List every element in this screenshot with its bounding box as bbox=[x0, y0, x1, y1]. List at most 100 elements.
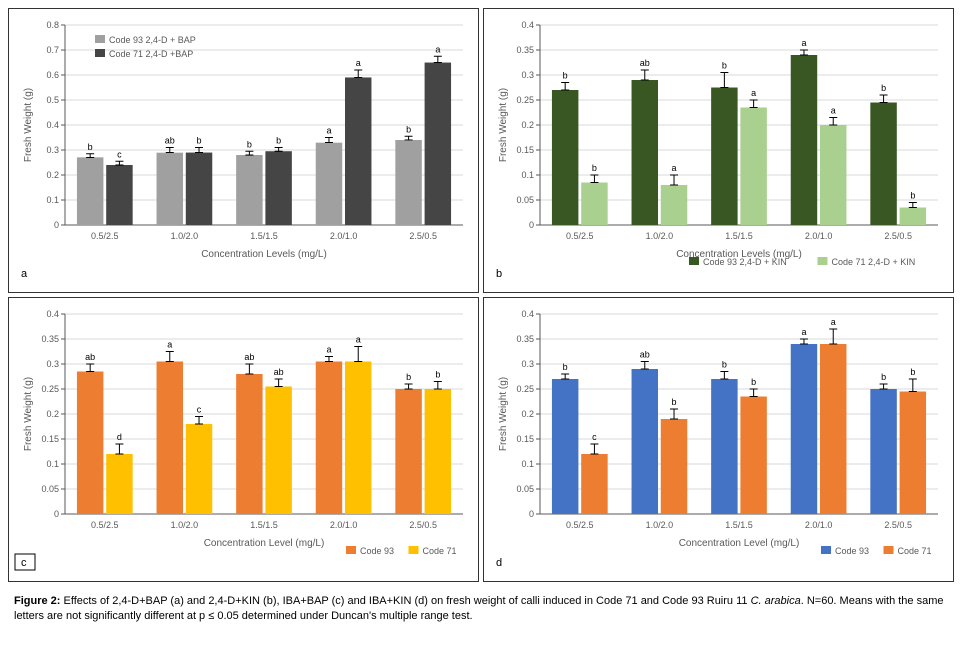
figure-caption: Figure 2: Effects of 2,4-D+BAP (a) and 2… bbox=[8, 590, 954, 629]
caption-label: Figure 2: bbox=[14, 595, 60, 607]
chart-b: 00.050.10.150.20.250.30.350.4bb0.5/2.5ab… bbox=[488, 13, 948, 283]
svg-text:b: b bbox=[496, 268, 502, 280]
svg-text:0.35: 0.35 bbox=[41, 334, 59, 344]
svg-text:0: 0 bbox=[529, 509, 534, 519]
svg-text:b: b bbox=[592, 163, 597, 173]
svg-text:0.25: 0.25 bbox=[516, 384, 534, 394]
svg-text:0.5/2.5: 0.5/2.5 bbox=[91, 520, 119, 530]
svg-text:b: b bbox=[881, 83, 886, 93]
svg-text:b: b bbox=[435, 370, 440, 380]
svg-text:2.5/0.5: 2.5/0.5 bbox=[884, 231, 912, 241]
svg-text:ab: ab bbox=[274, 367, 284, 377]
svg-text:0.25: 0.25 bbox=[516, 95, 534, 105]
svg-text:0.4: 0.4 bbox=[521, 309, 534, 319]
svg-text:0.5/2.5: 0.5/2.5 bbox=[566, 231, 594, 241]
svg-text:b: b bbox=[881, 372, 886, 382]
svg-text:0.2: 0.2 bbox=[521, 409, 534, 419]
svg-text:2.5/0.5: 2.5/0.5 bbox=[409, 231, 437, 241]
svg-text:2.0/1.0: 2.0/1.0 bbox=[330, 231, 358, 241]
svg-text:0.2: 0.2 bbox=[46, 409, 59, 419]
svg-text:b: b bbox=[406, 372, 411, 382]
svg-text:0.15: 0.15 bbox=[516, 145, 534, 155]
svg-text:Concentration Levels (mg/L): Concentration Levels (mg/L) bbox=[201, 249, 327, 260]
svg-text:Concentration Level (mg/L): Concentration Level (mg/L) bbox=[679, 538, 800, 549]
svg-text:1.5/1.5: 1.5/1.5 bbox=[250, 231, 278, 241]
svg-text:0.2: 0.2 bbox=[46, 170, 59, 180]
svg-text:b: b bbox=[563, 71, 568, 81]
svg-text:0.4: 0.4 bbox=[46, 120, 59, 130]
svg-text:0.3: 0.3 bbox=[521, 359, 534, 369]
svg-text:b: b bbox=[910, 191, 915, 201]
caption-italic: C. arabica bbox=[751, 595, 801, 607]
svg-text:Code 71 2,4-D +BAP: Code 71 2,4-D +BAP bbox=[109, 49, 193, 59]
svg-text:ab: ab bbox=[165, 136, 175, 146]
svg-text:a: a bbox=[751, 88, 756, 98]
svg-text:ab: ab bbox=[640, 350, 650, 360]
svg-text:c: c bbox=[197, 405, 202, 415]
svg-text:Fresh Weight (g): Fresh Weight (g) bbox=[23, 377, 34, 451]
svg-text:a: a bbox=[831, 317, 836, 327]
svg-text:1.0/2.0: 1.0/2.0 bbox=[646, 520, 674, 530]
chart-panel-b: 00.050.10.150.20.250.30.350.4bb0.5/2.5ab… bbox=[483, 8, 954, 293]
svg-text:c: c bbox=[21, 557, 27, 569]
svg-text:a: a bbox=[672, 163, 677, 173]
svg-text:Code 71 2,4-D + KIN: Code 71 2,4-D + KIN bbox=[832, 257, 916, 267]
svg-text:1.5/1.5: 1.5/1.5 bbox=[250, 520, 278, 530]
svg-text:1.5/1.5: 1.5/1.5 bbox=[725, 520, 753, 530]
svg-text:b: b bbox=[247, 139, 252, 149]
svg-text:ab: ab bbox=[244, 352, 254, 362]
svg-text:d: d bbox=[117, 432, 122, 442]
svg-text:0.5: 0.5 bbox=[46, 95, 59, 105]
chart-a: 00.10.20.30.40.50.60.70.8bc0.5/2.5abb1.0… bbox=[13, 13, 473, 283]
svg-text:Fresh Weight (g): Fresh Weight (g) bbox=[23, 88, 34, 162]
svg-text:b: b bbox=[751, 377, 756, 387]
svg-text:0.4: 0.4 bbox=[521, 20, 534, 30]
svg-text:0.7: 0.7 bbox=[46, 45, 59, 55]
svg-text:0.3: 0.3 bbox=[521, 70, 534, 80]
svg-text:b: b bbox=[722, 360, 727, 370]
svg-text:Fresh Weight (g): Fresh Weight (g) bbox=[498, 88, 509, 162]
svg-text:2.0/1.0: 2.0/1.0 bbox=[805, 520, 833, 530]
svg-text:Concentration Level (mg/L): Concentration Level (mg/L) bbox=[204, 538, 325, 549]
svg-text:a: a bbox=[326, 345, 331, 355]
svg-text:2.0/1.0: 2.0/1.0 bbox=[805, 231, 833, 241]
svg-text:0.25: 0.25 bbox=[41, 384, 59, 394]
chart-panel-d: 00.050.10.150.20.250.30.350.4bc0.5/2.5ab… bbox=[483, 297, 954, 582]
svg-text:b: b bbox=[910, 367, 915, 377]
svg-text:a: a bbox=[801, 38, 806, 48]
svg-text:b: b bbox=[563, 362, 568, 372]
svg-text:0.05: 0.05 bbox=[516, 484, 534, 494]
svg-text:0.05: 0.05 bbox=[516, 195, 534, 205]
svg-text:0.35: 0.35 bbox=[516, 45, 534, 55]
svg-text:b: b bbox=[672, 397, 677, 407]
svg-text:a: a bbox=[801, 327, 806, 337]
svg-text:c: c bbox=[592, 432, 597, 442]
svg-text:0.3: 0.3 bbox=[46, 359, 59, 369]
svg-text:2.5/0.5: 2.5/0.5 bbox=[409, 520, 437, 530]
svg-text:Code 93: Code 93 bbox=[835, 546, 869, 556]
svg-text:0: 0 bbox=[529, 220, 534, 230]
svg-text:1.0/2.0: 1.0/2.0 bbox=[171, 231, 199, 241]
svg-text:b: b bbox=[276, 136, 281, 146]
svg-text:0.4: 0.4 bbox=[46, 309, 59, 319]
svg-text:0.3: 0.3 bbox=[46, 145, 59, 155]
svg-text:2.0/1.0: 2.0/1.0 bbox=[330, 520, 358, 530]
caption-text-1: Effects of 2,4-D+BAP (a) and 2,4-D+KIN (… bbox=[60, 595, 750, 607]
svg-text:0.8: 0.8 bbox=[46, 20, 59, 30]
svg-text:a: a bbox=[435, 44, 440, 54]
svg-text:b: b bbox=[406, 124, 411, 134]
svg-text:0.15: 0.15 bbox=[516, 434, 534, 444]
svg-text:0.1: 0.1 bbox=[521, 170, 534, 180]
svg-text:b: b bbox=[722, 61, 727, 71]
svg-text:Code 93 2,4-D + BAP: Code 93 2,4-D + BAP bbox=[109, 35, 196, 45]
svg-text:Code 71: Code 71 bbox=[898, 546, 932, 556]
svg-text:1.0/2.0: 1.0/2.0 bbox=[646, 231, 674, 241]
svg-text:0: 0 bbox=[54, 509, 59, 519]
figure-grid: 00.10.20.30.40.50.60.70.8bc0.5/2.5abb1.0… bbox=[8, 8, 954, 582]
svg-text:0.5/2.5: 0.5/2.5 bbox=[91, 231, 119, 241]
svg-text:1.0/2.0: 1.0/2.0 bbox=[171, 520, 199, 530]
svg-text:a: a bbox=[831, 106, 836, 116]
svg-text:Code 93 2,4-D + KIN: Code 93 2,4-D + KIN bbox=[703, 257, 787, 267]
svg-text:Code 71: Code 71 bbox=[423, 546, 457, 556]
svg-text:Fresh Weight (g): Fresh Weight (g) bbox=[498, 377, 509, 451]
